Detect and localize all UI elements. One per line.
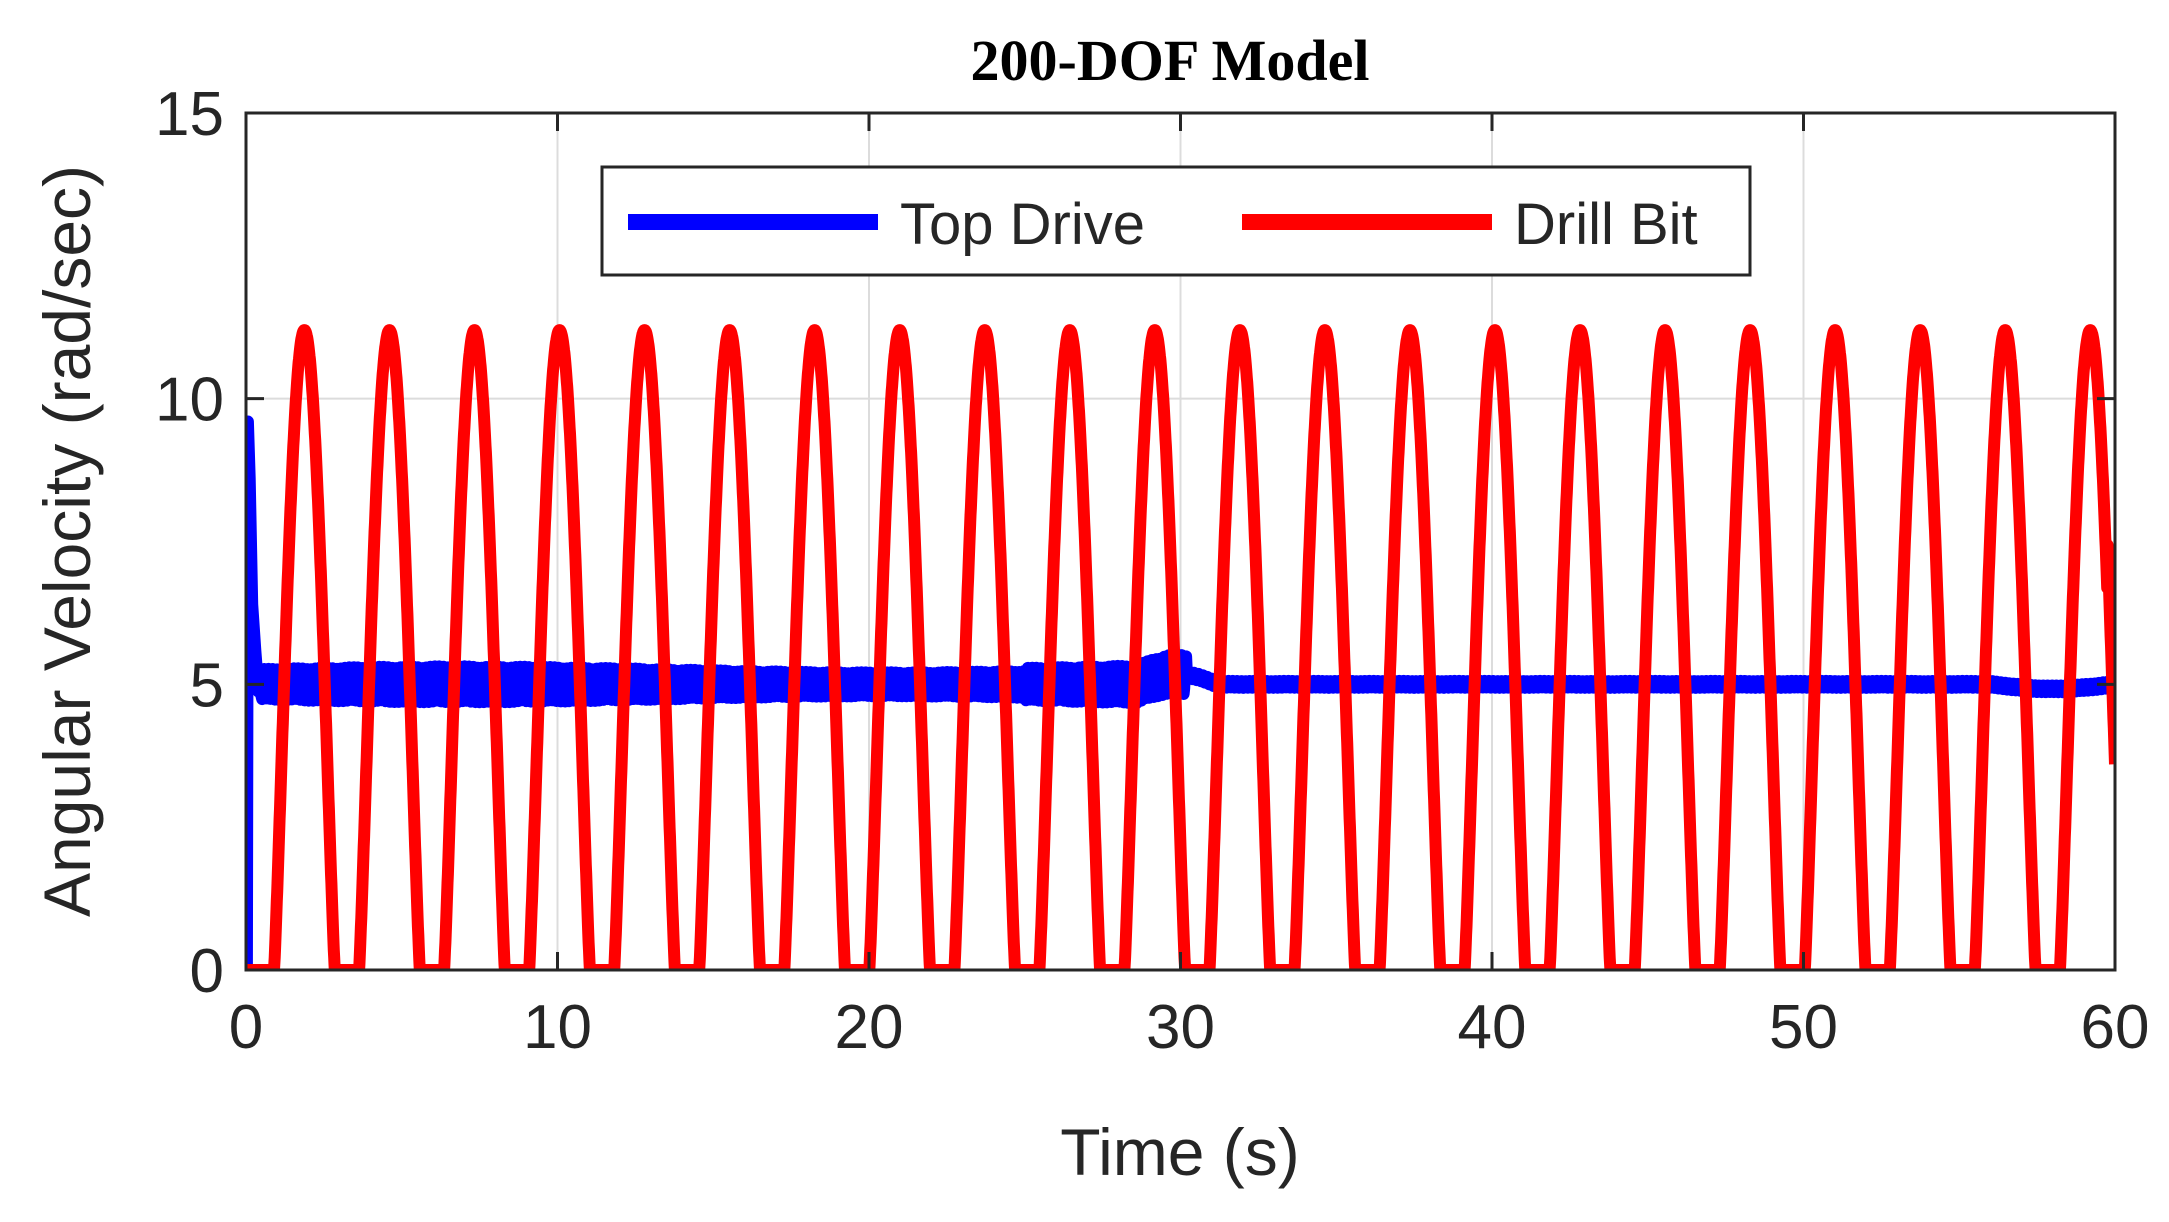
- legend-label-top-drive: Top Drive: [900, 192, 1145, 257]
- y-axis-label: Angular Velocity (rad/sec): [30, 165, 104, 917]
- x-tick-label: 30: [1146, 993, 1215, 1062]
- x-axis-label: Time (s): [1060, 1115, 1300, 1189]
- x-tick-label: 0: [229, 993, 263, 1062]
- x-tick-label: 50: [1769, 993, 1838, 1062]
- tick-labels: 0 10 20 30 40 50 60 0 5 10 15: [155, 80, 2149, 1062]
- x-tick-label: 40: [1458, 993, 1527, 1062]
- x-tick-label: 10: [523, 993, 592, 1062]
- x-tick-label: 20: [835, 993, 904, 1062]
- series-line-top-drive: [246, 415, 2115, 970]
- y-tick-label: 0: [190, 937, 224, 1006]
- legend: Top Drive Drill Bit: [600, 165, 1752, 277]
- ticks: [244, 111, 2117, 972]
- chart-title: 200-DOF Model: [971, 28, 1370, 93]
- y-tick-label: 5: [190, 651, 224, 720]
- series-group: [246, 324, 2115, 970]
- x-tick-label: 60: [2081, 993, 2150, 1062]
- legend-label-drill-bit: Drill Bit: [1514, 192, 1698, 257]
- y-tick-label: 15: [155, 80, 224, 149]
- y-tick-label: 10: [155, 366, 224, 435]
- series-line-drill-bit: [246, 324, 2115, 970]
